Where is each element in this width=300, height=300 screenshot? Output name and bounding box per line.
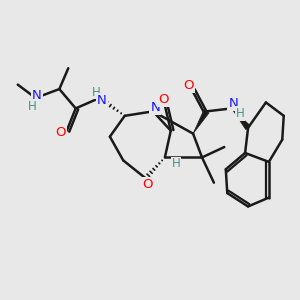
Text: N: N <box>228 98 238 110</box>
Text: H: H <box>28 100 36 113</box>
Text: O: O <box>56 126 66 139</box>
Text: O: O <box>142 178 152 191</box>
Text: N: N <box>97 94 107 107</box>
Text: O: O <box>158 93 169 106</box>
Polygon shape <box>193 110 209 134</box>
Text: O: O <box>183 79 194 92</box>
Text: H: H <box>172 158 181 170</box>
Polygon shape <box>232 108 250 130</box>
Text: H: H <box>92 85 101 98</box>
Text: H: H <box>236 107 244 120</box>
Text: N: N <box>32 89 42 102</box>
Text: N: N <box>151 101 160 114</box>
